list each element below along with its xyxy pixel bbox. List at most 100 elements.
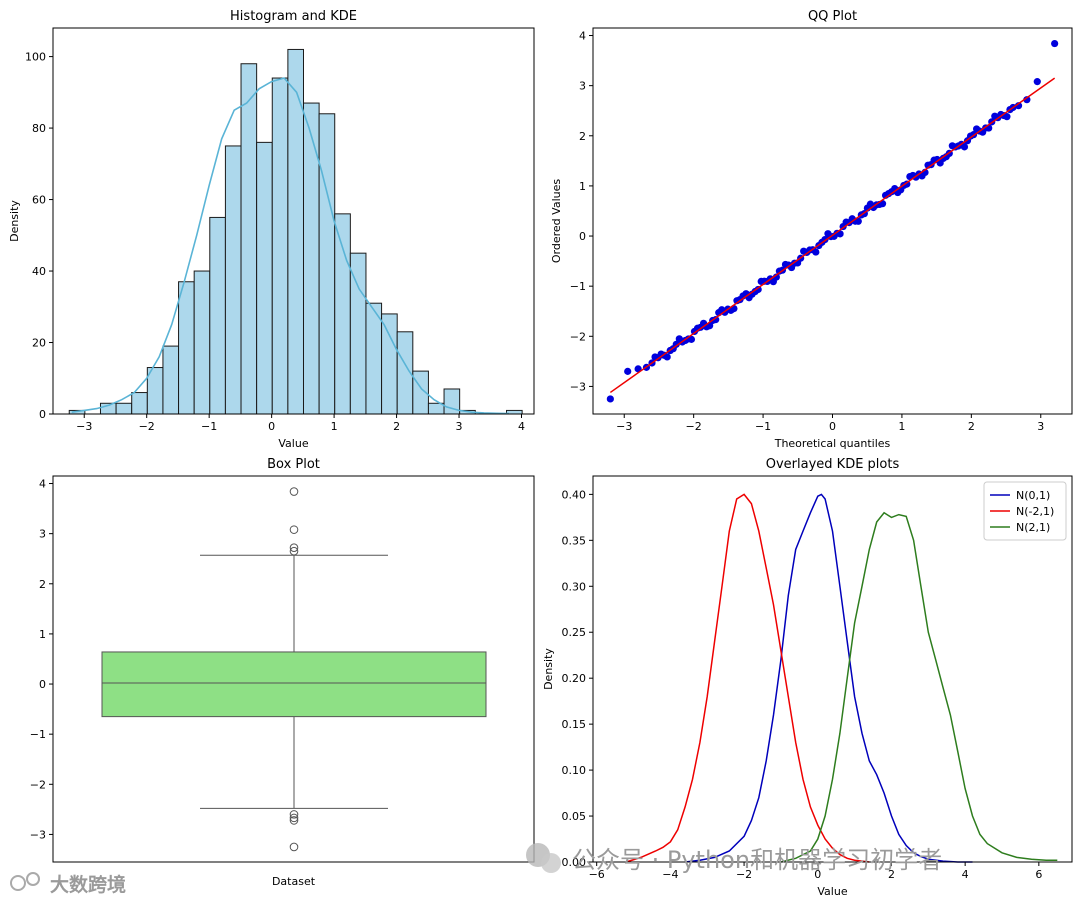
overlay-legend: N(0,1) N(-2,1) N(2,1) xyxy=(983,481,1067,541)
box-outlier xyxy=(289,816,299,825)
qq-point xyxy=(663,353,671,361)
histogram-x-tick-label: −3 xyxy=(76,420,92,433)
box-marks xyxy=(101,487,487,852)
histogram-y-tick-label: 20 xyxy=(32,337,46,350)
box-xlabel: Dataset xyxy=(272,875,316,888)
histogram-bar xyxy=(224,145,242,415)
qq-point xyxy=(1003,113,1011,121)
qq-point xyxy=(1023,96,1031,104)
box-y-tick-label: 3 xyxy=(39,528,46,541)
overlay-x-tick-label: 2 xyxy=(888,868,895,881)
overlay-kde-panel: Overlayed KDE plots −6 −4 −2 0 2 4 6 0.000.050… xyxy=(542,457,1073,898)
box-plot-panel: Box Plot −3 −2 −1 0 1 2 3 4 Dataset xyxy=(30,457,535,888)
histogram-title: Histogram and KDE xyxy=(230,9,357,24)
qq-xlabel: Theoretical quantiles xyxy=(774,437,891,450)
box-y-tick-label: −3 xyxy=(30,828,46,841)
histogram-x-tick-label: 0 xyxy=(268,420,275,433)
histogram-x-tick-label: 3 xyxy=(456,420,463,433)
histogram-marks xyxy=(68,48,523,415)
histogram-y-tick-label: 80 xyxy=(32,122,46,135)
histogram-kde-panel: Histogram and KDE −3 −2 −1 0 1 2 3 4 0 20 40 60 80 1… xyxy=(8,9,535,450)
corner-watermark-icon xyxy=(10,872,40,891)
histogram-x-tick-label: 4 xyxy=(518,420,525,433)
qq-x-tick-label: 2 xyxy=(968,420,975,433)
histogram-x-tick-label: 2 xyxy=(393,420,400,433)
box-outlier xyxy=(289,543,299,552)
histogram-bar xyxy=(115,402,133,415)
histogram-bar xyxy=(318,113,336,415)
qq-y-tick-label: 2 xyxy=(579,130,586,143)
histogram-x-tick-label: −2 xyxy=(139,420,155,433)
histogram-bar xyxy=(256,141,273,415)
histogram-bar xyxy=(193,270,211,415)
box-y-tick-label: 2 xyxy=(39,578,46,591)
overlay-marks xyxy=(625,493,1058,863)
overlay-y-tick-label: 0.20 xyxy=(562,672,587,685)
qq-plot-panel: QQ Plot −3 −2 −1 0 1 2 3 −3 −2 −1 0 1 2 3 4 Theoretic… xyxy=(550,9,1073,450)
overlay-y-ticks: 0.00 0.05 0.10 0.15 0.20 0.25 0.30 0.35 0.40 xyxy=(562,488,593,869)
histogram-y-tick-label: 40 xyxy=(32,265,46,278)
qq-point xyxy=(854,217,862,225)
histogram-x-tick-label: 1 xyxy=(331,420,338,433)
overlay-y-tick-label: 0.15 xyxy=(562,718,587,731)
qq-ylabel: Ordered Values xyxy=(550,179,563,263)
histogram-y-tick-label: 60 xyxy=(32,194,46,207)
qq-y-tick-label: 4 xyxy=(579,30,586,43)
box-outlier xyxy=(289,810,299,819)
histogram-bar xyxy=(162,345,180,415)
histogram-x-tick-label: −1 xyxy=(201,420,217,433)
overlay-x-tick-label: −2 xyxy=(736,868,752,881)
histogram-bar xyxy=(240,63,258,415)
qq-y-tick-label: −1 xyxy=(570,280,586,293)
overlay-xlabel: Value xyxy=(817,885,847,898)
qq-point xyxy=(772,273,780,281)
qq-x-tick-label: 3 xyxy=(1037,420,1044,433)
qq-point xyxy=(672,340,680,348)
histogram-bar xyxy=(271,77,289,415)
qq-x-tick-label: −3 xyxy=(616,420,632,433)
overlay-y-tick-label: 0.05 xyxy=(562,810,587,823)
legend-box xyxy=(983,481,1067,541)
watermark-text: 公众号 · Python和机器学习初学者 xyxy=(572,846,942,874)
histogram-bar xyxy=(302,102,320,415)
histogram-bar xyxy=(381,313,398,415)
kde-line-N(0,1) xyxy=(685,493,973,863)
overlay-y-tick-label: 0.40 xyxy=(562,488,587,501)
box-outlier xyxy=(289,813,299,823)
qq-fit-line xyxy=(609,77,1056,394)
box-frame xyxy=(52,475,535,863)
box-y-tick-label: 4 xyxy=(39,478,46,491)
qq-point xyxy=(1014,102,1023,110)
overlay-x-ticks: −6 −4 −2 0 2 4 6 xyxy=(589,862,1042,881)
qq-point xyxy=(812,248,820,256)
histogram-bar xyxy=(365,302,383,415)
qq-point xyxy=(712,316,720,324)
qq-point xyxy=(624,367,632,375)
overlay-x-tick-label: 4 xyxy=(962,868,969,881)
histogram-y-ticks: 0 20 40 60 80 100 xyxy=(25,51,53,421)
kde-line-N(-2,1) xyxy=(625,493,870,863)
qq-y-tick-label: 3 xyxy=(579,80,586,93)
qq-x-tick-label: 1 xyxy=(898,420,905,433)
overlay-y-tick-label: 0.30 xyxy=(562,580,587,593)
overlay-y-tick-label: 0.10 xyxy=(562,764,587,777)
qq-point xyxy=(960,143,969,151)
qq-point xyxy=(687,335,696,343)
histogram-kde-line xyxy=(71,77,510,415)
watermark-logo-icon xyxy=(526,843,561,873)
histogram-bar xyxy=(209,216,226,415)
box-y-tick-label: 1 xyxy=(39,628,46,641)
overlay-y-tick-label: 0.00 xyxy=(562,856,587,869)
histogram-bar xyxy=(178,281,195,415)
corner-watermark-text: 大数跨境 xyxy=(50,873,126,896)
legend-label: N(0,1) xyxy=(1016,489,1050,502)
box-y-ticks: −3 −2 −1 0 1 2 3 4 xyxy=(30,478,53,841)
qq-y-tick-label: −3 xyxy=(570,380,586,393)
kde-line-N(2,1) xyxy=(780,511,1058,863)
overlay-ylabel: Density xyxy=(542,648,555,690)
histogram-bar xyxy=(334,213,351,415)
qq-marks xyxy=(606,39,1059,403)
qq-x-tick-label: 0 xyxy=(829,420,836,433)
qq-y-tick-label: 0 xyxy=(579,230,586,243)
box-y-tick-label: 0 xyxy=(39,678,46,691)
